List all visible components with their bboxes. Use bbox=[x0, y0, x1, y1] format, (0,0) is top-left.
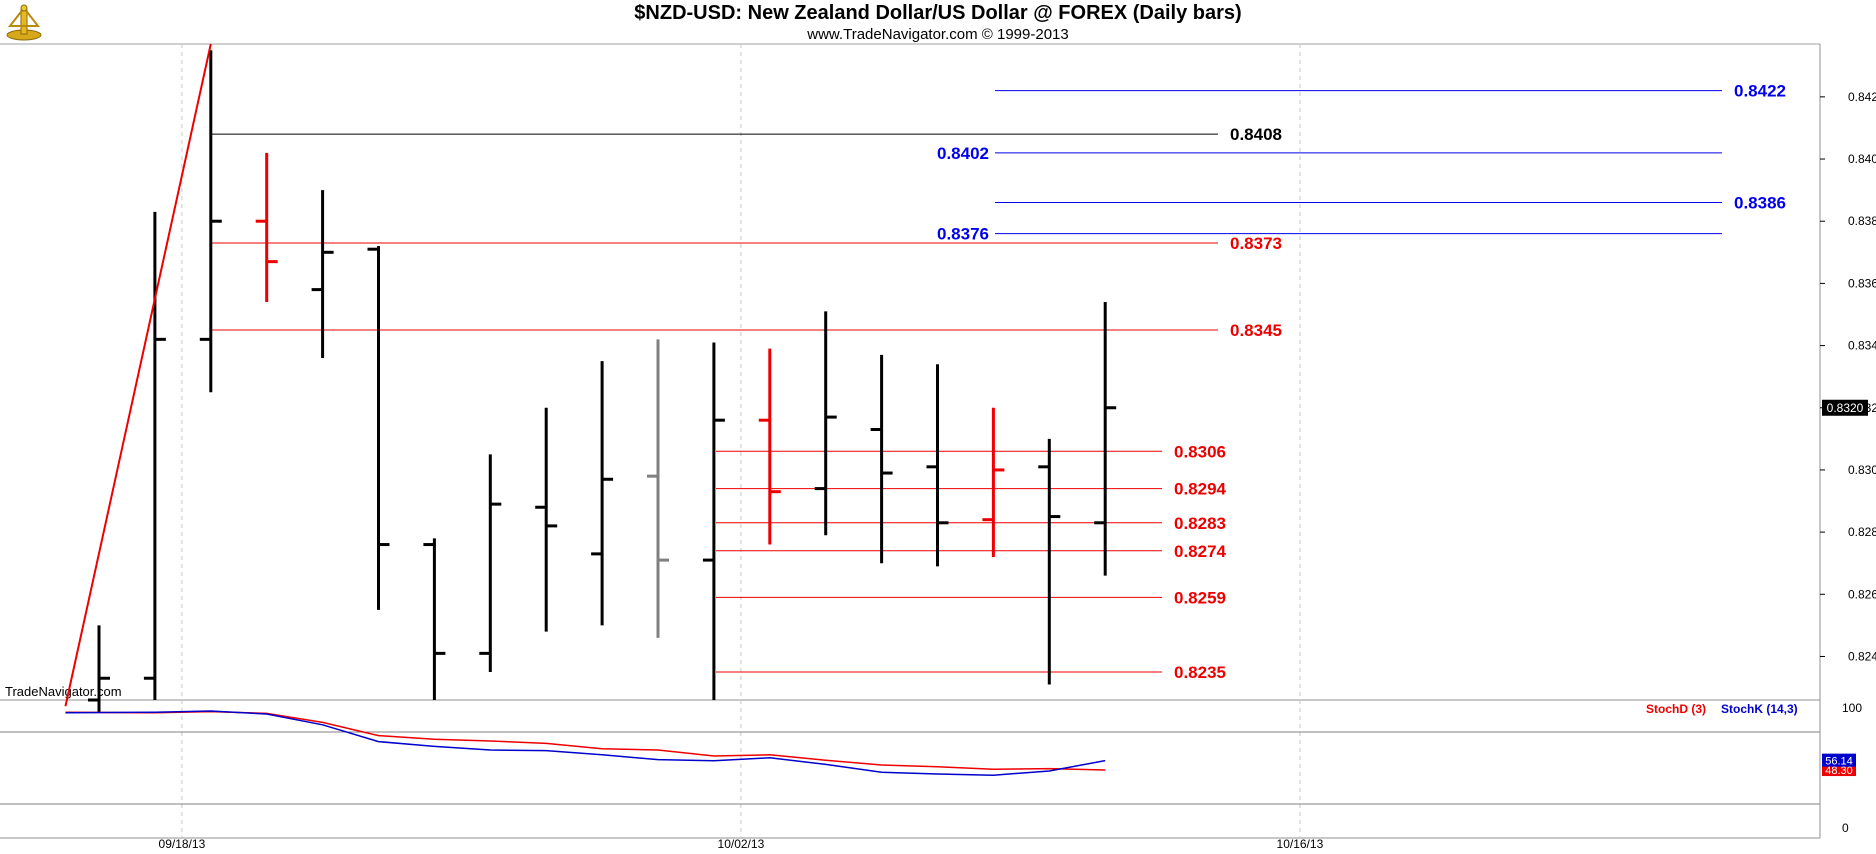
ohlc-bar bbox=[143, 211, 166, 700]
level-label: 0.8294 bbox=[1174, 480, 1227, 499]
levels-layer: 0.8422 0.8408 0.8402 0.8386 0.8376 0.8373 0.83… bbox=[210, 82, 1786, 682]
ohlc-bar bbox=[814, 311, 837, 536]
ohlc-bar bbox=[367, 246, 390, 610]
ohlc-bar bbox=[88, 625, 110, 713]
level-label: 0.8422 bbox=[1734, 82, 1786, 101]
ohlc-bar bbox=[1094, 302, 1117, 576]
grid-layer bbox=[0, 43, 1821, 839]
stoch-last-value-label: 56.14 bbox=[1825, 756, 1853, 768]
date-tick-label: 10/02/13 bbox=[718, 837, 765, 851]
chart-title: $NZD-USD: New Zealand Dollar/US Dollar @… bbox=[634, 2, 1242, 24]
ohlc-bar bbox=[591, 361, 614, 626]
ohlc-bar bbox=[926, 364, 949, 567]
ohlc-bar bbox=[535, 407, 558, 632]
chart-subtitle: www.TradeNavigator.com © 1999-2013 bbox=[807, 26, 1069, 43]
stoch-series-line bbox=[65, 710, 1106, 771]
watermark-text: TradeNavigator.com bbox=[5, 684, 122, 699]
level-label: 0.8274 bbox=[1174, 542, 1227, 561]
date-tick-label: 09/18/13 bbox=[159, 837, 206, 851]
ohlc-bar bbox=[255, 152, 278, 303]
level-label: 0.8345 bbox=[1230, 321, 1282, 340]
trend-line bbox=[64, 43, 212, 707]
ohlc-bar bbox=[870, 354, 893, 564]
ohlc-bar bbox=[311, 190, 334, 359]
ohlc-bar bbox=[479, 454, 502, 673]
level-label: 0.8259 bbox=[1174, 588, 1226, 607]
level-label: 0.8306 bbox=[1174, 442, 1226, 461]
trend-layer bbox=[64, 43, 212, 707]
stoch-last-value-marker bbox=[1822, 753, 1856, 767]
legend-stoch-d: StochD (3) bbox=[1646, 702, 1706, 716]
ohlc-bar bbox=[199, 50, 222, 393]
trade-navigator-logo bbox=[4, 2, 44, 42]
stoch-series-line bbox=[65, 710, 1106, 776]
level-label: 0.8373 bbox=[1230, 234, 1282, 253]
last-price-label: 0.8320 bbox=[1827, 401, 1864, 415]
stoch-last-value-label: 48.30 bbox=[1825, 765, 1853, 777]
level-label: 0.8408 bbox=[1230, 125, 1282, 144]
ohlc-bar bbox=[647, 339, 669, 638]
date-tick-label: 10/16/13 bbox=[1277, 837, 1324, 851]
ohlc-bar bbox=[758, 348, 781, 545]
level-label: 0.8235 bbox=[1174, 663, 1226, 682]
ohlc-bar bbox=[1038, 438, 1061, 685]
bars-layer bbox=[88, 50, 1117, 713]
level-label: 0.8402 bbox=[937, 144, 989, 163]
stoch-tick-label: 100 bbox=[1842, 701, 1862, 715]
stoch-tick-label: 0 bbox=[1842, 821, 1849, 835]
legend-stoch-k: StochK (14,3) bbox=[1721, 702, 1798, 716]
level-label: 0.8283 bbox=[1174, 514, 1226, 533]
ohlc-bar bbox=[982, 407, 1005, 557]
ohlc-bar bbox=[423, 538, 446, 700]
level-label: 0.8386 bbox=[1734, 194, 1786, 213]
last-price-marker bbox=[1822, 399, 1868, 416]
level-label: 0.8376 bbox=[937, 225, 989, 244]
ohlc-bar bbox=[702, 342, 725, 700]
